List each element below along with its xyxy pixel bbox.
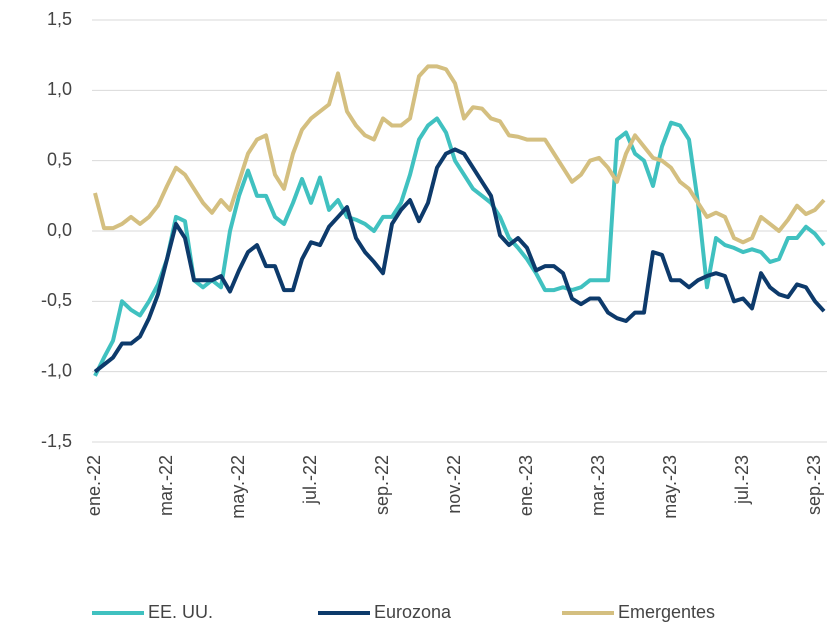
x-tick-label: may.-22 (228, 455, 248, 519)
x-tick-label: jul.-22 (300, 455, 320, 505)
x-tick-label: nov.-22 (444, 455, 464, 514)
x-tick-label: ene.-22 (84, 455, 104, 516)
y-tick-label: -1,0 (41, 360, 72, 380)
x-tick-label: mar.-22 (156, 455, 176, 516)
x-tick-label: sep.-22 (372, 455, 392, 515)
series-line (93, 147, 826, 374)
y-tick-label: -0,5 (41, 290, 72, 310)
y-tick-label: 0,0 (47, 220, 72, 240)
y-tick-label: 1,5 (47, 9, 72, 29)
x-tick-label: may.-23 (660, 455, 680, 519)
y-tick-label: 1,0 (47, 79, 72, 99)
legend-label: Emergentes (618, 602, 715, 622)
legend-label: EE. UU. (148, 602, 213, 622)
x-tick-label: ene.-23 (516, 455, 536, 516)
legend-label: Eurozona (374, 602, 452, 622)
series-line (93, 64, 826, 245)
x-tick-label: mar.-23 (588, 455, 608, 516)
x-tick-label: sep.-23 (804, 455, 824, 515)
x-tick-label: jul.-23 (732, 455, 752, 505)
y-tick-label: 0,5 (47, 149, 72, 169)
y-tick-label: -1,5 (41, 431, 72, 451)
series-line (93, 116, 826, 377)
